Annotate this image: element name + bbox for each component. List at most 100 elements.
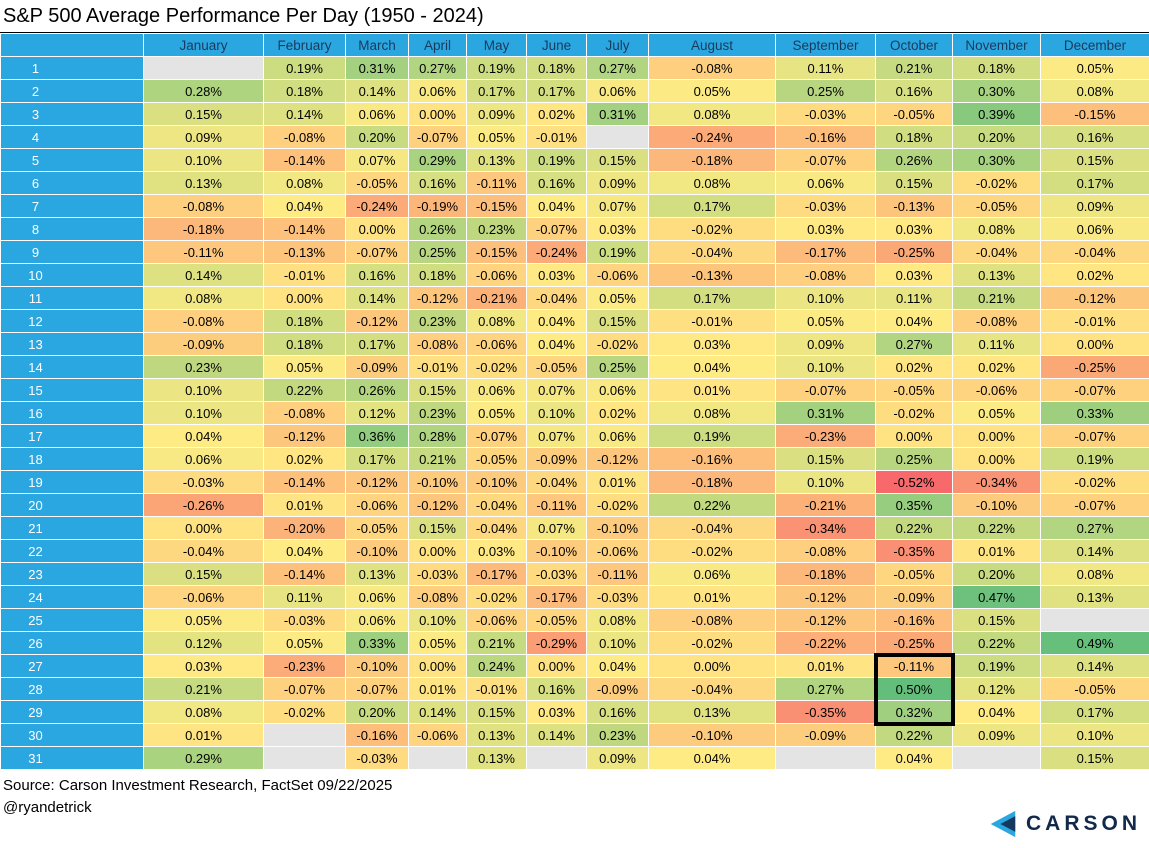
heatmap-cell: 0.10% [143, 148, 264, 172]
heatmap-cell: 0.09% [1040, 194, 1149, 218]
day-label: 14 [0, 355, 144, 379]
day-label: 19 [0, 470, 144, 494]
heatmap-row: 23 0.15% -0.14% 0.13% -0.03% -0.17% -0.03% -0.1… [0, 562, 1149, 586]
heatmap-cell: 0.08% [648, 171, 776, 195]
heatmap-row: 1 0.19% 0.31% 0.27% 0.19% 0.18% 0.27% -0.08% 0.1… [0, 56, 1149, 80]
day-label: 25 [0, 608, 144, 632]
heatmap-cell: 0.08% [143, 286, 264, 310]
heatmap-cell: -0.13% [263, 240, 346, 264]
heatmap-cell: 0.09% [586, 171, 649, 195]
heatmap-cell: 0.02% [952, 355, 1041, 379]
heatmap-cell: -0.04% [466, 516, 527, 540]
heatmap-cell: -0.05% [875, 102, 953, 126]
heatmap-cell: 0.24% [466, 654, 527, 678]
month-header: February [263, 33, 346, 57]
heatmap-row: 30 0.01% -0.16% -0.06% 0.13% 0.14% 0.23% -0.10%… [0, 723, 1149, 747]
heatmap-cell: 0.17% [648, 194, 776, 218]
month-header: January [143, 33, 264, 57]
heatmap-cell: -0.26% [143, 493, 264, 517]
heatmap-cell: 0.10% [408, 608, 467, 632]
heatmap-cell: -0.08% [263, 125, 346, 149]
heatmap-cell: 0.26% [875, 148, 953, 172]
day-label: 1 [0, 56, 144, 80]
heatmap-cell: -0.01% [648, 309, 776, 333]
heatmap-cell: 0.00% [875, 424, 953, 448]
heatmap-cell: 0.03% [875, 263, 953, 287]
heatmap-cell: -0.13% [648, 263, 776, 287]
heatmap-cell: -0.05% [526, 355, 587, 379]
performance-heatmap: January February March April May June July Augu… [0, 33, 1149, 770]
heatmap-cell: 0.06% [345, 585, 409, 609]
heatmap-cell: -0.07% [775, 148, 876, 172]
heatmap-cell: -0.08% [648, 608, 776, 632]
heatmap-row: 3 0.15% 0.14% 0.06% 0.00% 0.09% 0.02% 0.31% 0.08… [0, 102, 1149, 126]
heatmap-cell: 0.18% [875, 125, 953, 149]
heatmap-cell: 0.25% [775, 79, 876, 103]
heatmap-row: 14 0.23% 0.05% -0.09% -0.01% -0.02% -0.05% 0.25… [0, 355, 1149, 379]
heatmap-cell: 0.05% [1040, 56, 1149, 80]
heatmap-cell: -0.06% [466, 332, 527, 356]
heatmap-cell: 0.07% [526, 516, 587, 540]
heatmap-cell: 0.08% [648, 102, 776, 126]
day-label: 16 [0, 401, 144, 425]
heatmap-cell: -0.07% [345, 240, 409, 264]
heatmap-cell: 0.17% [1040, 700, 1149, 724]
heatmap-cell: -0.10% [408, 470, 467, 494]
heatmap-row: 16 0.10% -0.08% 0.12% 0.23% 0.05% 0.10% 0.02% 0.… [0, 401, 1149, 425]
heatmap-cell: 0.13% [345, 562, 409, 586]
heatmap-cell: 0.20% [952, 125, 1041, 149]
heatmap-cell: 0.23% [408, 401, 467, 425]
heatmap-cell: -0.14% [263, 562, 346, 586]
heatmap-cell: 0.08% [586, 608, 649, 632]
heatmap-cell: -0.04% [648, 516, 776, 540]
heatmap-cell: -0.23% [263, 654, 346, 678]
heatmap-cell: -0.25% [875, 240, 953, 264]
heatmap-cell: -0.01% [526, 125, 587, 149]
heatmap-cell: -0.08% [648, 56, 776, 80]
heatmap-cell: 0.00% [526, 654, 587, 678]
heatmap-cell: -0.02% [648, 631, 776, 655]
heatmap-cell: 0.06% [1040, 217, 1149, 241]
heatmap-cell: 0.10% [1040, 723, 1149, 747]
heatmap-row: 19 -0.03% -0.14% -0.12% -0.10% -0.10% -0.04% 0.… [0, 470, 1149, 494]
heatmap-cell: 0.13% [466, 723, 527, 747]
heatmap-cell: -0.11% [586, 562, 649, 586]
heatmap-cell: -0.09% [875, 585, 953, 609]
day-label: 5 [0, 148, 144, 172]
heatmap-cell: -0.10% [648, 723, 776, 747]
heatmap-cell: 0.14% [526, 723, 587, 747]
heatmap-cell: 0.20% [345, 700, 409, 724]
heatmap-cell: 0.08% [143, 700, 264, 724]
heatmap-cell: 0.06% [466, 378, 527, 402]
heatmap-row: 6 0.13% 0.08% -0.05% 0.16% -0.11% 0.16% 0.09% 0.… [0, 171, 1149, 195]
heatmap-cell: 0.09% [143, 125, 264, 149]
heatmap-cell: -0.04% [466, 493, 527, 517]
heatmap-cell: 0.15% [586, 309, 649, 333]
heatmap-row: 5 0.10% -0.14% 0.07% 0.29% 0.13% 0.19% 0.15% -0.… [0, 148, 1149, 172]
heatmap-cell: -0.16% [875, 608, 953, 632]
heatmap-cell: 0.08% [648, 401, 776, 425]
heatmap-cell: 0.01% [648, 378, 776, 402]
heatmap-cell: -0.03% [775, 194, 876, 218]
source-text: Source: Carson Investment Research, Fact… [3, 777, 393, 794]
heatmap-cell: -0.07% [1040, 378, 1149, 402]
day-label: 2 [0, 79, 144, 103]
heatmap-cell: 0.25% [586, 355, 649, 379]
heatmap-cell: -0.09% [586, 677, 649, 701]
heatmap-row: 18 0.06% 0.02% 0.17% 0.21% -0.05% -0.09% -0.12%… [0, 447, 1149, 471]
heatmap-cell: 0.31% [345, 56, 409, 80]
heatmap-cell: 0.13% [466, 746, 527, 770]
heatmap-cell: -0.05% [345, 516, 409, 540]
month-header: December [1040, 33, 1149, 57]
heatmap-cell: 0.35% [875, 493, 953, 517]
heatmap-cell: 0.22% [952, 516, 1041, 540]
heatmap-cell: -0.09% [345, 355, 409, 379]
heatmap-cell: -0.02% [263, 700, 346, 724]
heatmap-cell: 0.17% [648, 286, 776, 310]
heatmap-cell: 0.06% [586, 79, 649, 103]
heatmap-cell: -0.06% [466, 608, 527, 632]
heatmap-cell: -0.05% [1040, 677, 1149, 701]
heatmap-cell: 0.15% [466, 700, 527, 724]
heatmap-cell: -0.16% [345, 723, 409, 747]
heatmap-cell: 0.06% [648, 562, 776, 586]
